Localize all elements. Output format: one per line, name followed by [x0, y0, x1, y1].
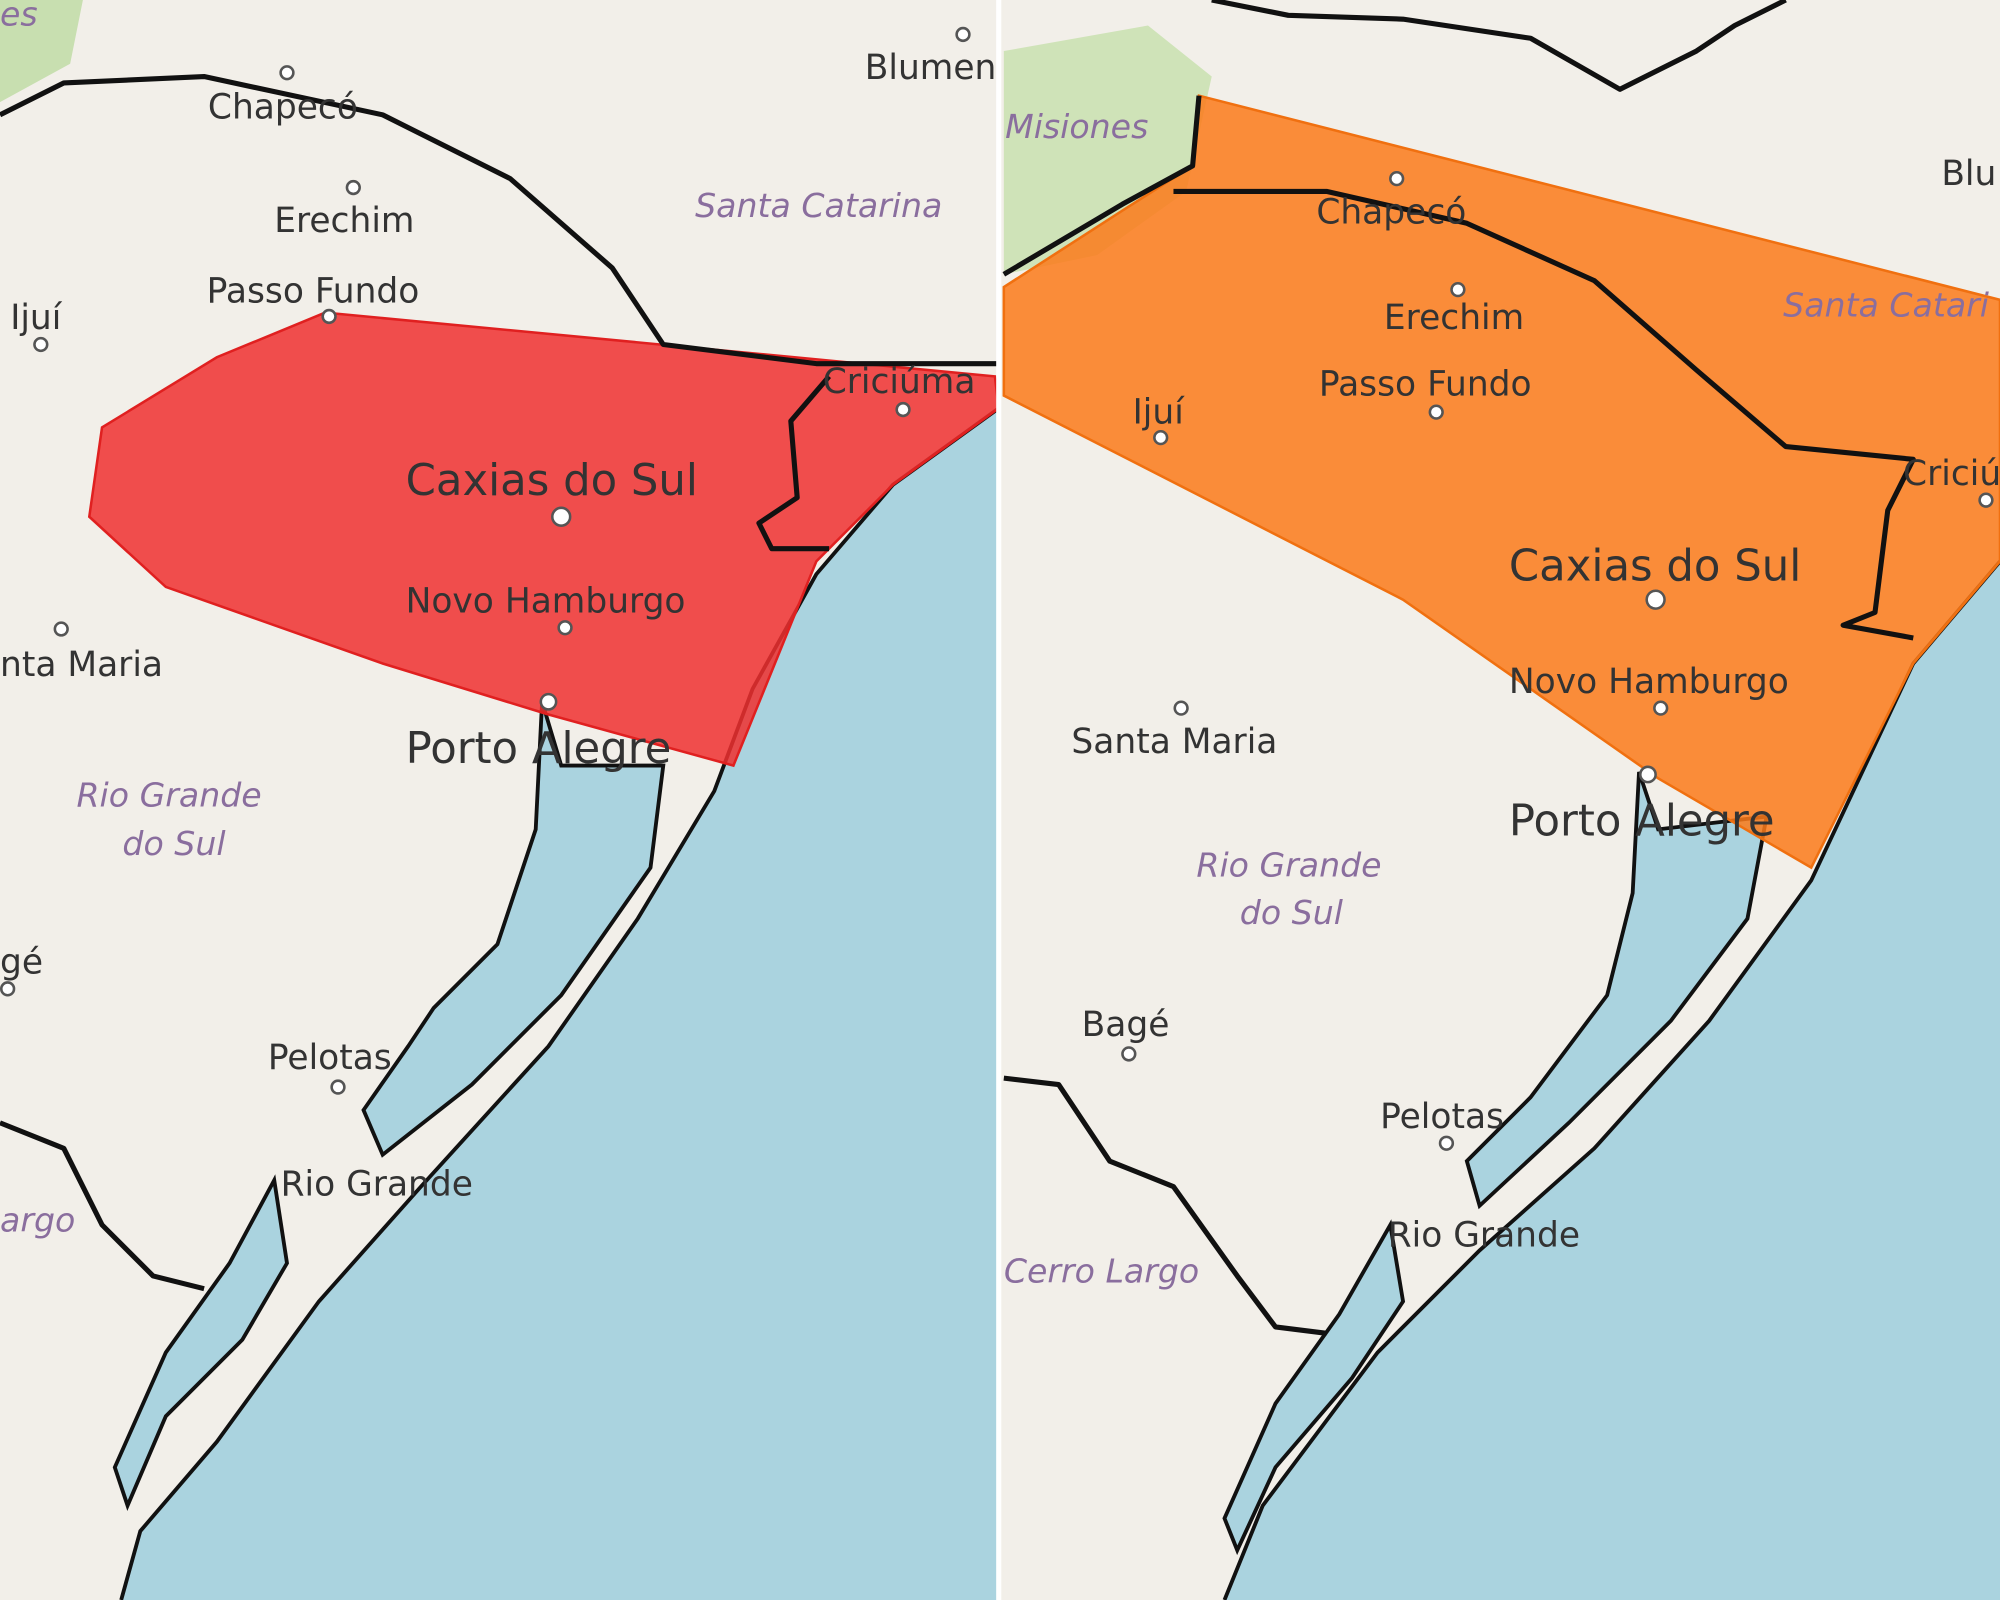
city-marker: [53, 621, 69, 637]
state-border: [1173, 188, 1916, 641]
city-label: Rio Grande: [281, 1165, 473, 1205]
coastline: [1222, 560, 2000, 1600]
region-label: Misiones: [1005, 107, 1148, 146]
region-label: Santa Catari: [1783, 285, 1990, 324]
city-label: Chapecó: [1316, 192, 1466, 232]
region-label: Cerro Largo: [1004, 1251, 1199, 1290]
city-label: Caxias do Sul: [1509, 542, 1801, 592]
city-marker: [33, 336, 49, 353]
city-marker: [1450, 281, 1466, 298]
city-label: Pelotas: [1380, 1097, 1504, 1137]
city-label: Blu: [1941, 154, 1996, 194]
city-marker: [895, 401, 911, 418]
city-marker: [557, 620, 573, 636]
city-marker: [551, 506, 572, 527]
region-label: do Sul: [1240, 893, 1344, 932]
state-border-inner: [756, 374, 832, 552]
left-labels: es Blumen Chapecó Erechim Passo Fundo Ij…: [0, 0, 996, 1239]
city-label: Bagé: [1082, 1005, 1170, 1045]
region-label: do Sul: [122, 824, 226, 863]
city-marker: [1389, 170, 1405, 187]
region-label: argo: [0, 1200, 75, 1239]
city-marker: [1653, 700, 1669, 716]
green-area: [1003, 25, 1212, 275]
city-marker: [1121, 1046, 1137, 1062]
city-marker: [330, 1079, 346, 1095]
state-border: [0, 74, 999, 367]
city-label: Erechim: [1384, 298, 1524, 338]
city-label: Porto Alegre: [1509, 797, 1775, 847]
coastline: [119, 406, 1000, 1600]
city-label: Rio Grande: [1388, 1216, 1580, 1256]
city-label: Chapecó: [208, 88, 358, 128]
warning-area-orange[interactable]: [1002, 94, 2000, 870]
city-label: Passo Fundo: [1319, 365, 1532, 405]
city-label: Criciú: [1903, 454, 2000, 494]
city-marker: [0, 981, 16, 997]
city-label: Porto Alegre: [406, 724, 672, 774]
city-label: Santa Maria: [1071, 722, 1277, 762]
city-marker: [321, 308, 337, 325]
label: es: [0, 0, 38, 34]
city-label: Ijuí: [1133, 393, 1186, 433]
city-label: Erechim: [274, 201, 414, 241]
city-label: Caxias do Sul: [406, 456, 698, 506]
city-marker: [345, 179, 361, 196]
city-label: Pelotas: [268, 1038, 392, 1078]
state-border: [1002, 95, 1202, 277]
city-marker: [1153, 429, 1169, 446]
left-map[interactable]: es Blumen Chapecó Erechim Passo Fundo Ij…: [0, 0, 1002, 1600]
city-label: Passo Fundo: [207, 271, 420, 311]
city-marker: [1173, 700, 1189, 716]
city-label: nta Maria: [0, 645, 163, 685]
right-map[interactable]: Misiones Blu Chapecó Erechim Passo Fundo…: [1002, 0, 2000, 1600]
right-labels: Misiones Blu Chapecó Erechim Passo Fundo…: [1004, 107, 2000, 1291]
lagoa-mirim: [1222, 1219, 1406, 1556]
ocean: [1224, 561, 2000, 1600]
region-label: Rio Grande: [1196, 846, 1381, 885]
city-marker: [1438, 1135, 1455, 1151]
city-label: Blumen: [865, 48, 997, 88]
city-marker: [1639, 765, 1657, 784]
region-label: Santa Catarina: [695, 186, 942, 225]
city-marker: [1645, 589, 1666, 610]
city-label: Ijuí: [10, 298, 63, 338]
green-area: [0, 0, 83, 103]
ocean: [121, 408, 999, 1600]
city-label: Criciúma: [823, 362, 976, 402]
city-marker: [539, 692, 558, 711]
city-label: gé: [0, 943, 43, 983]
city-label: Novo Hamburgo: [406, 581, 686, 621]
city-marker: [1978, 492, 1994, 508]
country-border: [0, 1120, 205, 1292]
region-label: Rio Grande: [77, 775, 262, 814]
state-border: [1211, 0, 1787, 92]
lagoa-dos-patos: [361, 701, 666, 1158]
lagoa-mirim: [112, 1174, 289, 1511]
city-marker: [279, 65, 295, 81]
city-marker: [1428, 404, 1444, 420]
city-marker: [955, 26, 971, 43]
city-label: Novo Hamburgo: [1509, 662, 1789, 702]
country-border: [1003, 1075, 1327, 1336]
